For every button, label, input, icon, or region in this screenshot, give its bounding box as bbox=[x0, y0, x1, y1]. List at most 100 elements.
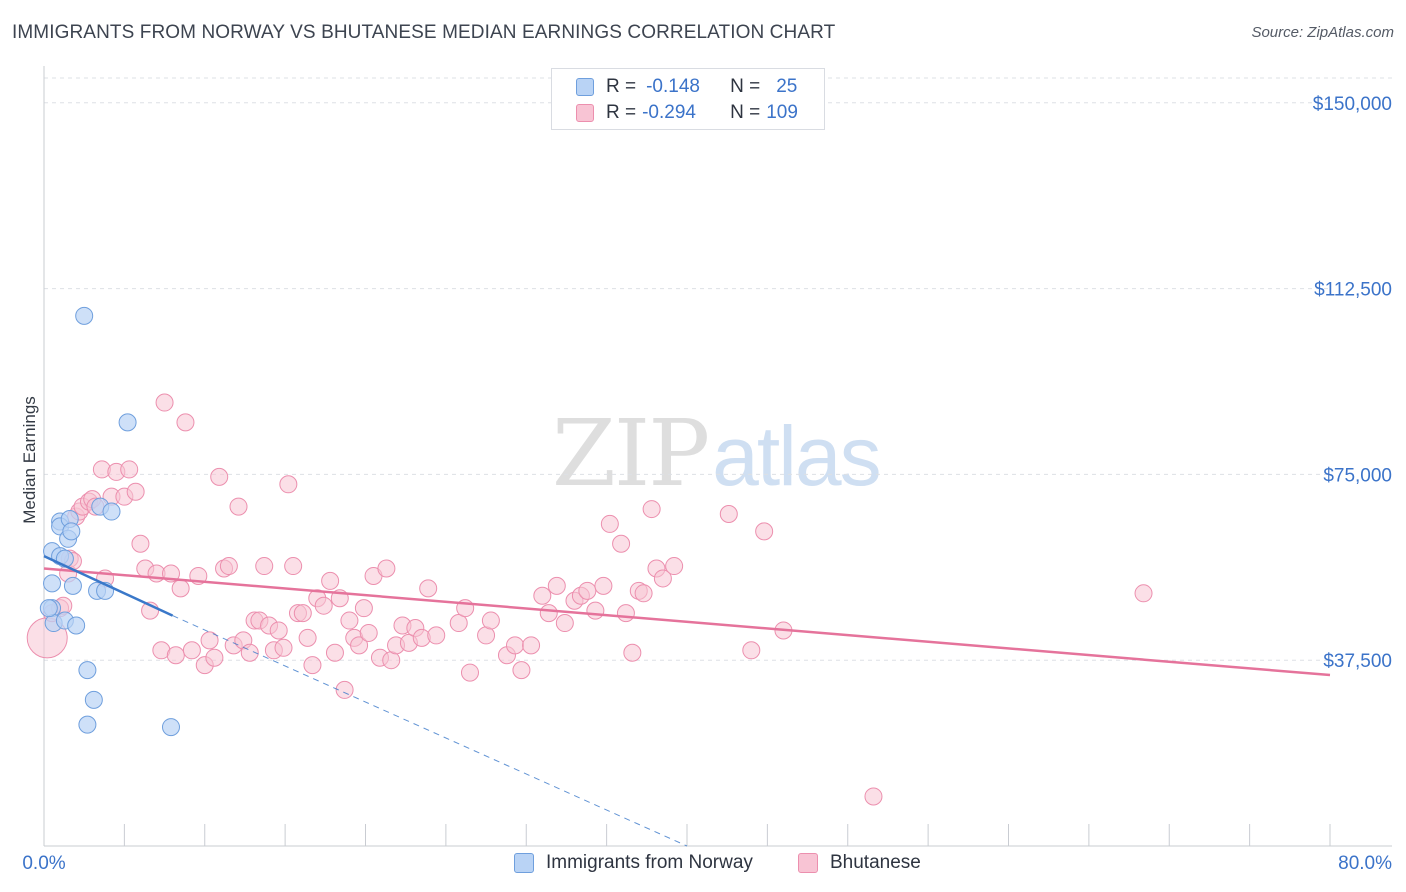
source-credit: Source: ZipAtlas.com bbox=[1251, 24, 1394, 41]
bhutanese-trendline bbox=[43, 567, 1331, 677]
bhutanese-point bbox=[274, 638, 293, 657]
legend-n-value: 109 bbox=[766, 102, 798, 123]
norway-point bbox=[63, 576, 82, 595]
y-tick-label: $75,000 bbox=[1323, 465, 1392, 486]
bhutanese-point bbox=[600, 514, 619, 533]
norway-swatch bbox=[576, 78, 594, 96]
bhutanese-point bbox=[205, 648, 224, 667]
bhutanese-point bbox=[354, 599, 373, 618]
bhutanese-point bbox=[340, 611, 359, 630]
bhutanese-point bbox=[359, 623, 378, 642]
bhutanese-point bbox=[419, 579, 438, 598]
x-tick-label: 0.0% bbox=[22, 853, 65, 874]
legend-item-bhutanese[interactable]: Bhutanese bbox=[798, 852, 921, 874]
norway-point bbox=[161, 718, 180, 737]
bhutanese-point bbox=[653, 569, 672, 588]
bhutanese-point bbox=[547, 576, 566, 595]
x-tick-label: 80.0% bbox=[1338, 853, 1392, 874]
bhutanese-point bbox=[533, 586, 552, 605]
legend-r-label: R = bbox=[606, 76, 637, 97]
bhutanese-point bbox=[182, 641, 201, 660]
bhutanese-point bbox=[594, 576, 613, 595]
bhutanese-point bbox=[586, 601, 605, 620]
norway-point bbox=[84, 690, 103, 709]
norway-point bbox=[78, 661, 97, 680]
bhutanese-point bbox=[377, 559, 396, 578]
norway-swatch bbox=[514, 853, 534, 873]
bhutanese-point bbox=[176, 413, 195, 432]
norway-point bbox=[43, 574, 62, 593]
bhutanese-point bbox=[200, 631, 219, 650]
bhutanese-point bbox=[325, 643, 344, 662]
watermark-zip: ZIP bbox=[552, 400, 710, 507]
bhutanese-point bbox=[555, 614, 574, 633]
bhutanese-point bbox=[512, 661, 531, 680]
norway-point bbox=[75, 306, 94, 325]
y-tick-label: $150,000 bbox=[1313, 94, 1392, 115]
bhutanese-point bbox=[269, 621, 288, 640]
bhutanese-point bbox=[126, 482, 145, 501]
bhutanese-point bbox=[634, 584, 653, 603]
bhutanese-point bbox=[505, 636, 524, 655]
bhutanese-point bbox=[314, 596, 333, 615]
legend-n-value: 25 bbox=[776, 76, 798, 97]
bhutanese-point bbox=[210, 467, 229, 486]
y-tick-label: $37,500 bbox=[1323, 651, 1392, 672]
norway-point bbox=[102, 502, 121, 521]
norway-trendline bbox=[43, 555, 174, 617]
legend-n-label: N = bbox=[730, 76, 761, 97]
bhutanese-point bbox=[864, 787, 883, 806]
bhutanese-point bbox=[120, 460, 139, 479]
bhutanese-point bbox=[293, 604, 312, 623]
bhutanese-point bbox=[616, 604, 635, 623]
norway-point bbox=[39, 599, 58, 618]
legend-label-norway: Immigrants from Norway bbox=[546, 852, 753, 873]
bhutanese-point bbox=[171, 579, 190, 598]
bhutanese-point bbox=[539, 604, 558, 623]
bhutanese-point bbox=[321, 571, 340, 590]
bhutanese-point bbox=[612, 534, 631, 553]
watermark-atlas: atlas bbox=[712, 409, 881, 503]
norway-point bbox=[62, 522, 81, 541]
y-tick-label: $112,500 bbox=[1314, 280, 1392, 301]
legend-r-value: -0.294 bbox=[642, 102, 696, 123]
bhutanese-swatch bbox=[798, 853, 818, 873]
bhutanese-point bbox=[481, 611, 500, 630]
bhutanese-point bbox=[449, 614, 468, 633]
legend-label-bhutanese: Bhutanese bbox=[830, 852, 921, 873]
bhutanese-point bbox=[255, 557, 274, 576]
norway-point bbox=[67, 616, 86, 635]
norway-trendline-extension bbox=[172, 615, 688, 847]
bhutanese-point bbox=[742, 641, 761, 660]
correlation-legend: R = -0.148 N = 25 R = -0.294 N = 109 bbox=[551, 68, 825, 130]
bhutanese-point bbox=[219, 557, 238, 576]
bhutanese-point bbox=[427, 626, 446, 645]
bhutanese-point bbox=[623, 643, 642, 662]
watermark: ZIPatlas bbox=[552, 400, 882, 507]
bhutanese-point bbox=[1134, 584, 1153, 603]
legend-row-bhutanese: R = -0.294 N = 109 bbox=[576, 100, 798, 126]
legend-r-label: R = bbox=[606, 102, 637, 123]
bhutanese-point bbox=[303, 656, 322, 675]
bhutanese-point bbox=[298, 628, 317, 647]
chart-title: IMMIGRANTS FROM NORWAY VS BHUTANESE MEDI… bbox=[12, 22, 836, 43]
bhutanese-point bbox=[719, 505, 738, 524]
norway-point bbox=[118, 413, 137, 432]
bhutanese-point bbox=[350, 636, 369, 655]
legend-r-value: -0.148 bbox=[646, 76, 700, 97]
bhutanese-point bbox=[578, 581, 597, 600]
bhutanese-point bbox=[166, 646, 185, 665]
series-legend: Immigrants from Norway Bhutanese bbox=[0, 850, 1406, 878]
y-axis-label: Median Earnings bbox=[20, 396, 39, 524]
bhutanese-point bbox=[460, 663, 479, 682]
bhutanese-point bbox=[229, 497, 248, 516]
bhutanese-point bbox=[279, 475, 298, 494]
bhutanese-swatch bbox=[576, 104, 594, 122]
norway-point bbox=[78, 715, 97, 734]
bhutanese-point bbox=[155, 393, 174, 412]
legend-n-label: N = bbox=[730, 102, 761, 123]
bhutanese-point bbox=[522, 636, 541, 655]
legend-item-norway[interactable]: Immigrants from Norway bbox=[514, 852, 753, 874]
legend-row-norway: R = -0.148 N = 25 bbox=[576, 74, 797, 100]
